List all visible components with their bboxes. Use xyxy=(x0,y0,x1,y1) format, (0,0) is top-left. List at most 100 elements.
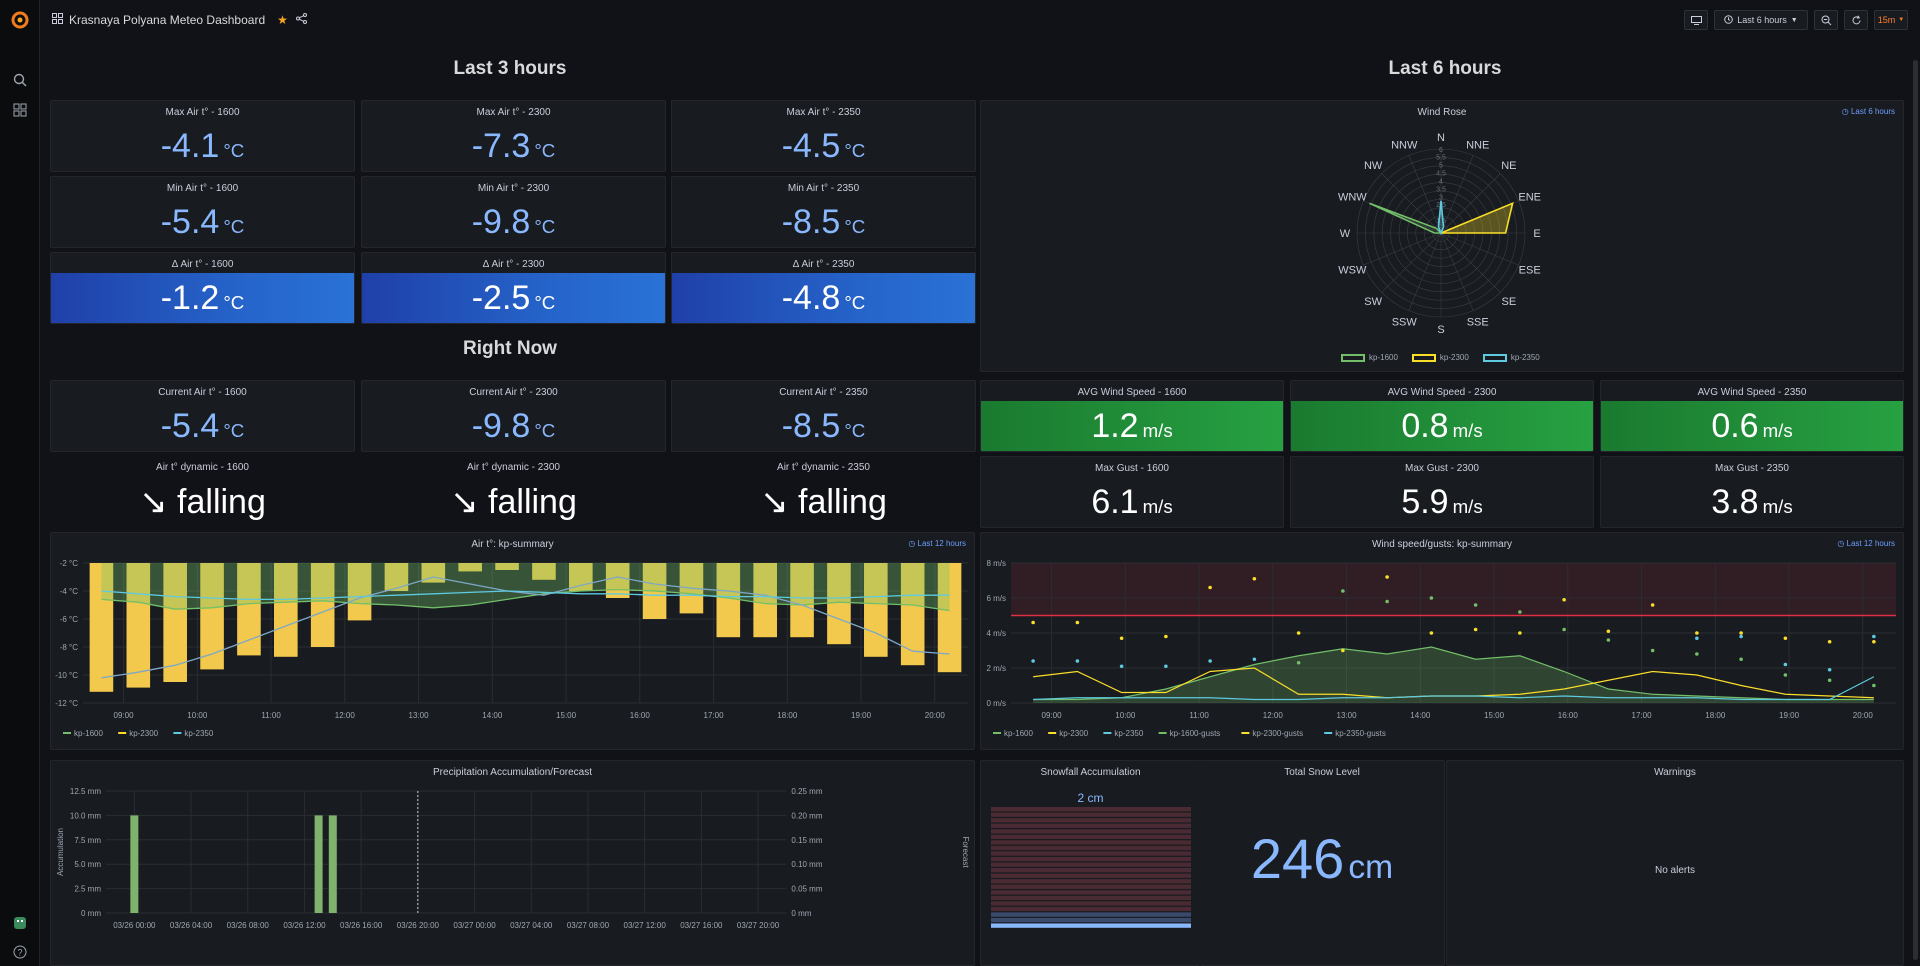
rose-direction-label: WNW xyxy=(1338,191,1367,203)
x-tick-label: 11:00 xyxy=(261,711,281,720)
series-line-kp-1600 xyxy=(1033,646,1874,701)
stat-value: -5.4 °C xyxy=(51,407,354,446)
stat-panel: Current Air t° - 2300 -9.8 °C xyxy=(361,380,666,452)
legend-item[interactable]: kp-2350 xyxy=(1482,353,1540,362)
tv-mode-button[interactable] xyxy=(1684,10,1708,30)
rose-direction-label: SW xyxy=(1364,296,1382,308)
y-tick-label-right: 0 mm xyxy=(791,909,811,918)
gust-point-kp-2300-gusts xyxy=(1606,629,1611,634)
snowfall-bar-segment xyxy=(991,890,1191,895)
zoom-out-button[interactable] xyxy=(1814,10,1838,30)
temperature-bar xyxy=(200,563,224,670)
snowfall-bar-segment xyxy=(991,856,1191,862)
stat-unit: m/s xyxy=(1762,420,1793,441)
gust-point-kp-2300-gusts xyxy=(1296,631,1301,635)
x-tick-label: 03/26 04:00 xyxy=(170,921,213,930)
gust-point-kp-2350-gusts xyxy=(1164,664,1168,669)
stat-panel: Δ Air t° - 1600 -1.2 °C xyxy=(50,252,355,324)
user-avatar-icon[interactable] xyxy=(0,908,40,938)
clock-icon: ◷ xyxy=(908,539,918,548)
stat-unit: °C xyxy=(844,292,866,313)
stat-value: 1.2 m/s xyxy=(981,407,1283,446)
rose-series-kp-2300 xyxy=(1440,201,1514,234)
grafana-logo-icon[interactable] xyxy=(0,5,40,35)
snowfall-gauge xyxy=(991,807,1191,928)
refresh-interval-picker[interactable]: 15m ▼ xyxy=(1874,10,1908,30)
series-line-kp-2350 xyxy=(1033,676,1875,701)
panel-title: Total Snow Level xyxy=(1284,767,1360,778)
panel-title: Max Air t° - 2300 xyxy=(476,107,551,118)
stat-panel: Min Air t° - 2300 -9.8 °C xyxy=(361,176,666,248)
temperature-bar xyxy=(753,563,777,638)
panel-time-range-badge: ◷ Last 6 hours xyxy=(1842,107,1895,116)
dashboards-icon[interactable] xyxy=(0,95,40,125)
snowfall-bar-segment xyxy=(991,829,1191,834)
temperature-bar xyxy=(347,563,372,621)
gust-point-kp-1600-gusts xyxy=(1473,603,1478,607)
stat-number: -9.8 xyxy=(471,407,531,445)
legend-item: kp-1600-gusts xyxy=(1170,729,1221,738)
x-tick-label: 10:00 xyxy=(1115,711,1136,720)
legend-item[interactable]: kp-2300 xyxy=(1411,353,1469,362)
scrollbar[interactable] xyxy=(1913,60,1918,960)
panel-title: Max Gust - 1600 xyxy=(1095,463,1169,474)
temperature-bar xyxy=(827,563,851,645)
stat-panel: Max Gust - 2300 5.9 m/s xyxy=(1290,456,1594,528)
chevron-down-icon: ▼ xyxy=(1898,17,1905,23)
gust-point-kp-2350-gusts xyxy=(1031,659,1035,663)
snowfall-bar-segment xyxy=(991,873,1191,878)
x-tick-label: 13:00 xyxy=(1337,711,1358,720)
stat-unit: °C xyxy=(223,140,245,161)
gust-point-kp-2300-gusts xyxy=(1650,603,1655,607)
series-line-kp-2350 xyxy=(101,590,950,601)
snowfall-bar-segment xyxy=(991,906,1191,912)
gust-point-kp-2300-gusts xyxy=(1695,631,1699,635)
share-icon[interactable] xyxy=(295,11,307,29)
stat-color-band xyxy=(51,273,354,323)
stat-panel: Current Air t° - 2350 -8.5 °C xyxy=(671,380,976,452)
snow-level-panel: Total Snow Level 246 cm xyxy=(1200,760,1445,966)
row-title-right-now[interactable]: Right Now xyxy=(463,338,557,359)
x-tick-label: 03/26 20:00 xyxy=(397,921,440,930)
x-tick-label: 03/27 12:00 xyxy=(624,921,667,930)
stat-panel: Max Air t° - 1600 -4.1 °C xyxy=(50,100,355,172)
snowfall-bar-segment xyxy=(991,840,1191,845)
snowfall-bar-segment xyxy=(991,884,1191,889)
refresh-button[interactable] xyxy=(1844,10,1868,30)
help-icon[interactable]: ? xyxy=(0,937,40,966)
stat-number: 0.6 xyxy=(1711,407,1759,445)
dashboard-title[interactable]: Krasnaya Polyana Meteo Dashboard xyxy=(69,13,266,27)
panel-title: Max Gust - 2350 xyxy=(1715,463,1789,474)
threshold-zone xyxy=(1011,563,1896,616)
panel-time-range-label: Last 12 hours xyxy=(1846,539,1895,548)
stat-number: -8.5 xyxy=(781,407,841,445)
rose-spoke xyxy=(1381,173,1442,234)
stat-unit: °C xyxy=(534,420,556,441)
stat-unit: °C xyxy=(844,216,866,237)
panel-title: AVG Wind Speed - 2350 xyxy=(1697,387,1807,398)
time-range-picker[interactable]: Last 6 hours ▼ xyxy=(1714,10,1808,30)
gust-point-kp-2300-gusts xyxy=(1164,634,1168,639)
y-tick-label: -4 °C xyxy=(60,587,79,596)
rose-direction-label: NNE xyxy=(1466,139,1489,151)
legend-item: kp-2350-gusts xyxy=(1335,729,1386,738)
x-tick-label: 03/26 00:00 xyxy=(113,921,156,930)
gust-point-kp-2350-gusts xyxy=(1252,657,1257,662)
legend-item[interactable]: kp-1600 xyxy=(1341,353,1398,362)
stat-number: 1.2 xyxy=(1091,407,1139,445)
gust-point-kp-2350-gusts xyxy=(1739,634,1743,639)
snowfall-bar-segment xyxy=(991,812,1191,817)
star-icon[interactable]: ★ xyxy=(277,13,288,27)
stat-value: -4.5 °C xyxy=(672,127,975,166)
gust-point-kp-2300-gusts xyxy=(1872,639,1876,644)
stat-value: 0.8 m/s xyxy=(1291,407,1593,446)
gust-point-kp-1600-gusts xyxy=(1650,648,1655,653)
row-title-last-6-hours[interactable]: Last 6 hours xyxy=(1388,58,1502,79)
snowfall-bar-segment xyxy=(991,834,1191,840)
panel-title: Δ Air t° - 1600 xyxy=(171,259,234,270)
gust-point-kp-2350-gusts xyxy=(1695,636,1699,641)
right-axis-label: Forecast xyxy=(961,836,970,868)
search-icon[interactable] xyxy=(0,65,40,95)
stat-unit: m/s xyxy=(1142,496,1173,517)
row-title-last-3-hours[interactable]: Last 3 hours xyxy=(453,58,567,79)
